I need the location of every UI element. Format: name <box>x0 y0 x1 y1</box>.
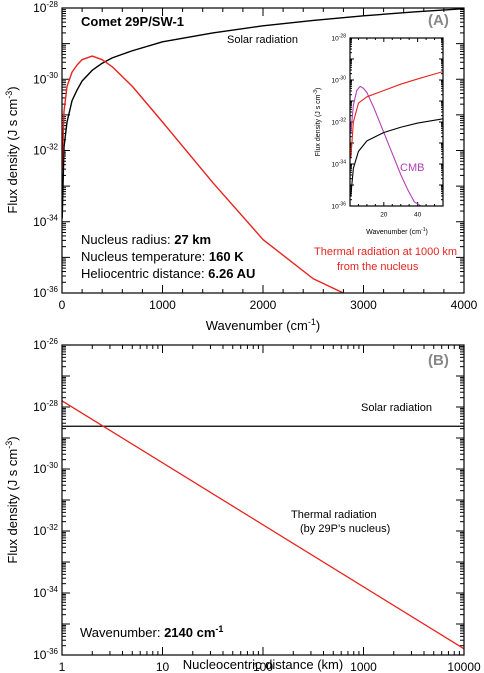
panel-b-frame <box>61 344 465 656</box>
x-tick-label: 3000 <box>350 298 377 312</box>
panel-a-ylabel: Flux density (J s cm-3) <box>4 86 20 213</box>
panel-a-label: (A) <box>428 12 449 29</box>
y-tick-label: 10-34 <box>33 585 58 600</box>
x-tick-label: 20 <box>380 212 388 219</box>
thermal-label-b-line1: Thermal radiation <box>291 509 377 521</box>
series-thermal-radiation-by-29p-s-nucleus <box>62 400 464 650</box>
y-tick-label: 10-32 <box>33 142 58 157</box>
x-tick-label: 1000 <box>350 660 377 673</box>
series-solar-radiation <box>350 118 443 196</box>
cmb-label: CMB <box>400 162 424 174</box>
y-tick-label: 10-34 <box>332 159 347 168</box>
panel-b-series <box>62 400 464 650</box>
series-thermal-radiation-at-1000-km-from-the-nucleus <box>62 55 344 293</box>
x-tick-label: 100 <box>253 660 273 673</box>
panel-a-series <box>62 8 464 293</box>
panel-b-ylabel: Flux density (J s cm-3) <box>4 436 20 563</box>
x-tick-label: 0 <box>59 298 66 312</box>
panel-b-xlabel: Nucleocentric distance (km) <box>183 657 343 672</box>
x-tick-label: 4000 <box>451 298 478 312</box>
y-tick-label: 10-30 <box>332 75 347 84</box>
x-tick-label: 10000 <box>447 660 481 673</box>
inset-frame <box>349 37 444 207</box>
panel-b-tick-labels: 10-36 10-34 10-32 10-30 10-28 10-26 1 10 100 1000… <box>33 337 481 673</box>
panel-a-tick-labels: 10-36 10-34 10-32 10-30 10-28 0 1000 2000 3000 40… <box>33 0 478 312</box>
inset-ticks <box>349 37 444 207</box>
thermal-label-b-line2: (by 29P’s nucleus) <box>300 523 390 535</box>
y-tick-label: 10-26 <box>33 337 58 352</box>
inset-tick-labels: 10-36 10-34 10-32 10-30 10-28 20 40 <box>332 33 422 218</box>
y-tick-label: 10-30 <box>33 71 58 86</box>
solar-label-a: Solar radiation <box>227 34 298 46</box>
panel-a-ticks <box>61 7 465 294</box>
panel-b: 10-36 10-34 10-32 10-30 10-28 10-26 1 10 100 1000… <box>4 337 481 673</box>
series-solar-radiation <box>62 8 464 219</box>
y-tick-label: 10-32 <box>33 523 58 538</box>
wavenumber-annotation: Wavenumber: 2140 cm-1 <box>80 624 223 640</box>
thermal-label-a-line1: Thermal radiation at 1000 km <box>314 246 457 258</box>
x-tick-label: 1 <box>59 660 66 673</box>
inset-xlabel: Wavenumber (cm-1) <box>366 227 428 236</box>
nucleus-temperature: Nucleus temperature: 160 K <box>81 249 244 264</box>
y-tick-label: 10-32 <box>332 117 347 126</box>
inset-series <box>350 71 443 206</box>
y-tick-label: 10-28 <box>332 33 347 42</box>
panel-a-frame <box>61 7 465 294</box>
nucleus-radius: Nucleus radius: 27 km <box>81 232 211 247</box>
x-tick-label: 10 <box>156 660 170 673</box>
panel-b-ticks <box>61 344 465 656</box>
thermal-label-a-line2: from the nucleus <box>337 261 419 273</box>
y-tick-label: 10-36 <box>33 647 58 662</box>
y-tick-label: 10-34 <box>33 214 58 229</box>
inset-ylabel: Flux density (J s cm-3) <box>313 88 322 157</box>
y-tick-label: 10-28 <box>33 0 58 15</box>
solar-label-b: Solar radiation <box>361 402 432 414</box>
inset-chart: 10-36 10-34 10-32 10-30 10-28 20 40 CMB Wavenu… <box>313 33 444 236</box>
heliocentric-distance: Heliocentric distance: 6.26 AU <box>81 266 255 281</box>
x-tick-label: 1000 <box>149 298 176 312</box>
y-tick-label: 10-28 <box>33 399 58 414</box>
series-thermal-radiation <box>350 71 443 158</box>
y-tick-label: 10-36 <box>332 201 347 210</box>
panel-b-label: (B) <box>428 352 449 369</box>
y-tick-label: 10-36 <box>33 285 58 300</box>
panel-a: 10-36 10-34 10-32 10-30 10-28 0 1000 2000 3000 40… <box>4 0 478 333</box>
series-cmb <box>350 85 422 206</box>
x-tick-label: 2000 <box>250 298 277 312</box>
panel-a-xlabel: Wavenumber (cm-1) <box>206 317 320 333</box>
y-tick-label: 10-30 <box>33 461 58 476</box>
x-tick-label: 40 <box>414 212 422 219</box>
panel-a-title: Comet 29P/SW-1 <box>81 14 184 29</box>
